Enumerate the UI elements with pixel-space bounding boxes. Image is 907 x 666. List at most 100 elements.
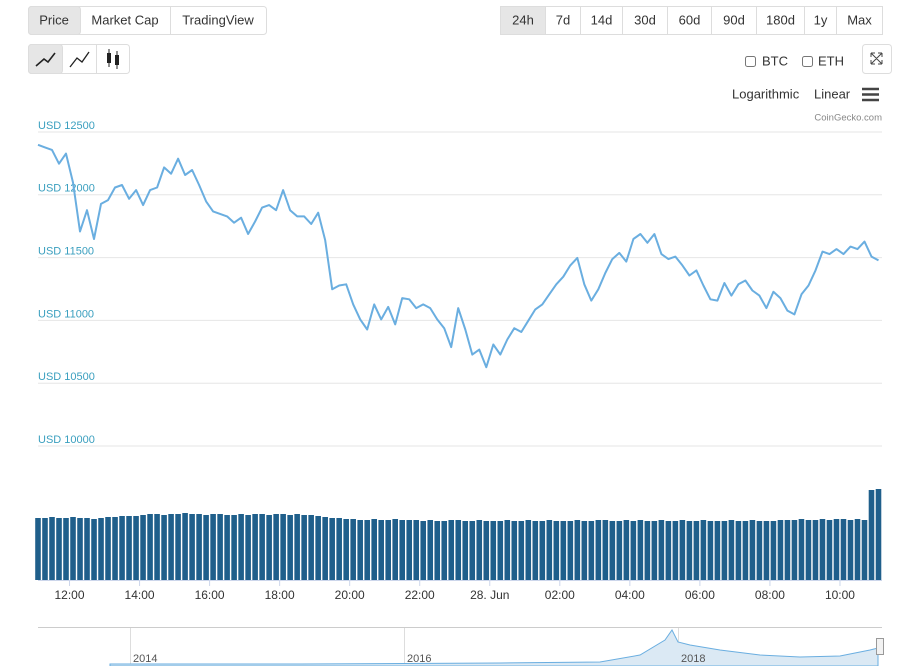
credit: CoinGecko.com (814, 113, 882, 124)
fullscreen-icon (870, 52, 883, 65)
volume-bar (560, 521, 567, 580)
volume-bar (784, 520, 791, 580)
volume-bar (875, 489, 882, 580)
volume-bar (693, 521, 700, 580)
volume-bar (378, 520, 384, 580)
checkbox[interactable] (745, 56, 756, 67)
volume-bar (126, 516, 132, 580)
volume-bar (357, 520, 363, 580)
volume-bar (756, 521, 763, 580)
volume-bar (525, 520, 532, 580)
volume-bar (616, 521, 623, 580)
checkbox-label: ETH (818, 53, 844, 68)
volume-bar (840, 519, 847, 580)
range-button[interactable] (622, 6, 668, 35)
menu-icon[interactable] (862, 87, 879, 102)
volume-bar (504, 520, 511, 580)
range-label[interactable]: 60d (679, 12, 701, 27)
icon-line-points[interactable] (69, 51, 90, 68)
volume-bar (434, 521, 441, 580)
tab[interactable]: Market Cap (91, 12, 158, 27)
volume-bar (714, 521, 721, 580)
volume-bar (861, 520, 868, 580)
volume-bar (175, 514, 181, 580)
volume-bar (84, 518, 90, 580)
volume-bar (308, 515, 314, 580)
volume-bar (602, 520, 609, 580)
volume-bar (826, 520, 833, 580)
range-button[interactable] (836, 6, 883, 35)
volume-bar (49, 517, 55, 580)
checkbox-label: BTC (762, 53, 788, 68)
x-tick-label: 10:00 (825, 588, 855, 602)
range-label[interactable]: 1y (814, 12, 828, 27)
range-label[interactable]: Max (847, 12, 872, 27)
volume-bar (364, 520, 370, 580)
range-label[interactable]: 30d (634, 12, 656, 27)
volume-bar (315, 516, 321, 580)
navigator-label: 2018 (681, 653, 705, 665)
volume-bar (854, 519, 861, 580)
volume-bar (140, 515, 146, 580)
volume-bar (553, 521, 560, 580)
range-label[interactable]: 180d (766, 12, 795, 27)
range-button[interactable] (580, 6, 623, 35)
price-line (37, 143, 879, 369)
volume-bar (476, 520, 483, 580)
volume-bar (56, 518, 62, 580)
volume-bar (42, 518, 48, 580)
y-tick-label: USD 10500 (38, 371, 95, 383)
volume-bar (609, 521, 616, 580)
volume-bar (539, 521, 546, 580)
volume-bar (266, 515, 272, 580)
range-label[interactable]: 14d (591, 12, 613, 27)
volume-bar (588, 521, 595, 580)
volume-bar (105, 517, 111, 580)
volume-bar (350, 519, 356, 580)
scale-option[interactable]: Linear (814, 86, 851, 101)
volume-bar (210, 514, 216, 580)
volume-bar (749, 520, 756, 580)
range-label[interactable]: 24h (512, 12, 534, 27)
x-tick-label: 12:00 (55, 588, 85, 602)
volume-bar (168, 514, 174, 580)
range-group: 24h 7d 14d 30d 60d 90d 180d 1y Max (500, 6, 883, 35)
y-tick-label: USD 12500 (38, 120, 95, 132)
volume-bar (462, 521, 469, 580)
chart-type-active[interactable] (28, 44, 63, 74)
volume-bar (868, 490, 875, 580)
volume-bar (245, 515, 251, 580)
range-button[interactable] (545, 6, 581, 35)
volume-bar (161, 515, 167, 580)
volume-bar (728, 520, 735, 580)
volume-bar (483, 521, 490, 580)
range-label[interactable]: 90d (723, 12, 745, 27)
range-button[interactable] (667, 6, 712, 35)
volume-bar (665, 521, 672, 580)
volume-bar (770, 521, 777, 580)
scale-option[interactable]: Logarithmic (732, 86, 800, 101)
volume-bar (280, 514, 286, 580)
volume-bar (154, 514, 160, 580)
volume-bar (672, 521, 679, 580)
y-tick-label: USD 11000 (38, 308, 94, 320)
range-label[interactable]: 7d (556, 12, 570, 27)
volume-bar (574, 520, 581, 580)
volume-bar (777, 520, 784, 580)
volume-bar (518, 521, 525, 580)
volume-bar (77, 518, 83, 580)
tab[interactable]: TradingView (182, 12, 254, 27)
tab-active[interactable] (28, 6, 81, 35)
range-button-active[interactable] (500, 6, 546, 35)
volume-bar (791, 520, 798, 580)
tab[interactable]: Price (39, 12, 69, 27)
volume-bar (392, 519, 399, 580)
range-button[interactable] (711, 6, 757, 35)
volume-bar (182, 513, 188, 580)
checkbox[interactable] (802, 56, 813, 67)
volume-bar (301, 515, 307, 580)
navigator-handle[interactable] (876, 638, 884, 655)
volume-bar (273, 514, 279, 580)
